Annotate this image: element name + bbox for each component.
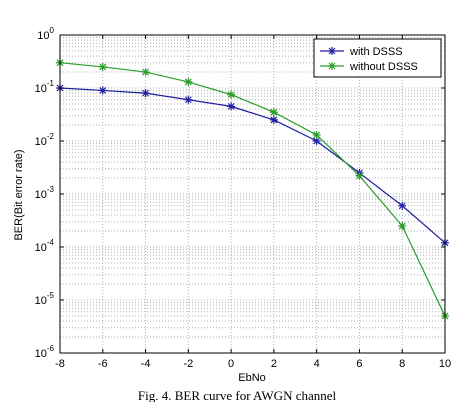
y-tick-label: 10-3 <box>35 185 55 201</box>
x-tick-label: 0 <box>228 358 234 370</box>
series-2-point <box>312 130 321 139</box>
x-tick-label: -8 <box>55 358 65 370</box>
y-tick-label: 10-5 <box>35 291 55 307</box>
series-line-1 <box>59 87 446 244</box>
y-tick-label: 100 <box>37 26 54 42</box>
x-tick-label: 2 <box>271 358 277 370</box>
series-line-2 <box>59 62 446 317</box>
series-1-point <box>227 102 236 111</box>
series-1-point <box>398 201 407 210</box>
y-tick-label: 10-2 <box>35 132 55 148</box>
ber-chart: -8 -6 -4 -2 0 2 4 6 8 10 10010-110-210-310-410-51… <box>13 26 451 384</box>
legend-marker <box>328 62 336 70</box>
series-2-point <box>141 68 150 77</box>
y-tick-label: 10-6 <box>35 344 55 360</box>
legend: with DSSS without DSSS <box>313 38 442 78</box>
legend-entry-2: without DSSS <box>349 61 418 73</box>
y-tick-label: 10-1 <box>35 79 55 95</box>
series-2-point <box>227 90 236 99</box>
tick-marks <box>59 34 446 354</box>
series-layer <box>56 58 449 320</box>
x-tick-labels: -8 -6 -4 -2 0 2 4 6 8 10 <box>55 358 451 370</box>
series-1-point <box>184 95 193 104</box>
x-tick-label: 6 <box>356 358 362 370</box>
series-2-point <box>398 221 407 230</box>
legend-entry-1: with DSSS <box>349 46 403 58</box>
legend-box <box>313 38 442 78</box>
figure-caption: Fig. 4. BER curve for AWGN channel <box>137 388 337 402</box>
x-tick-label: -4 <box>141 358 151 370</box>
x-tick-label: 8 <box>399 358 405 370</box>
y-tick-label: 10-4 <box>35 238 55 254</box>
grid-lines <box>59 35 446 354</box>
series-2-point <box>184 77 193 86</box>
series-1-point <box>98 86 107 95</box>
x-tick-label: -2 <box>183 358 193 370</box>
y-axis-label: BER(Bit error rate) <box>13 149 25 240</box>
series-2-point <box>269 108 278 117</box>
series-1-point <box>141 89 150 98</box>
series-2-point <box>355 171 364 180</box>
series-1-point <box>269 115 278 124</box>
x-tick-label: 10 <box>439 358 451 370</box>
series-2-point <box>98 62 107 71</box>
x-tick-label: 4 <box>314 358 320 370</box>
y-tick-labels: 100 10-1 10-2 10-3 10-4 10-5 10-6 <box>35 26 55 360</box>
x-axis-label: EbNo <box>238 372 266 384</box>
x-tick-label: -6 <box>98 358 108 370</box>
legend-marker <box>328 47 336 55</box>
